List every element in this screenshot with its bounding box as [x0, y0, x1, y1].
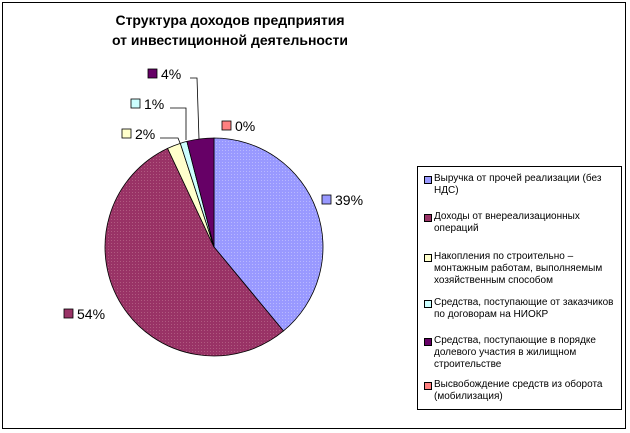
- legend-swatch-4: [424, 300, 432, 308]
- pie-slice-1: [213, 137, 324, 332]
- chart-title-line-2: от инвестиционной деятельности: [111, 32, 349, 48]
- legend-label-3: Накопления по строительно – монтажным ра…: [434, 251, 603, 286]
- legend-label-2: Доходы от внереализационных операций: [434, 211, 580, 234]
- pie-slice-5: [186, 137, 215, 248]
- legend-swatch-3: [424, 254, 432, 262]
- legend-label-6: Высвобождение средств из оборота (мобили…: [434, 379, 603, 402]
- chart-legend: Выручка от прочей реализации (без НДС) До…: [417, 166, 622, 410]
- legend-swatch-5: [424, 338, 432, 346]
- legend-swatch-6: [424, 382, 432, 390]
- legend-swatch-2: [424, 214, 432, 222]
- legend-swatch-1: [424, 176, 432, 184]
- data-label-swatch-2: [63, 308, 74, 319]
- pie-slice-2: [104, 147, 285, 357]
- data-label-2: 54%: [77, 306, 105, 322]
- data-label-swatch-4: [130, 98, 141, 109]
- data-label-3: 2%: [135, 126, 155, 142]
- legend-label-1: Выручка от прочей реализации (без НДС): [434, 173, 602, 196]
- data-label-swatch-5: [147, 68, 158, 79]
- legend-label-4: Средства, поступающие от заказчиков по д…: [434, 297, 614, 320]
- data-label-1: 39%: [335, 192, 363, 208]
- data-label-swatch-1: [321, 194, 332, 205]
- chart-title: Структура доходов предприятия от инвести…: [80, 10, 380, 50]
- legend-label-5: Средства, поступающие в порядке долевого…: [434, 335, 596, 370]
- chart-title-line-1: Структура доходов предприятия: [115, 12, 345, 28]
- data-label-6: 0%: [235, 118, 255, 134]
- data-label-swatch-6: [221, 120, 232, 131]
- leader-line-3: [160, 137, 181, 144]
- data-label-4: 1%: [144, 96, 164, 112]
- leader-line-4: [170, 107, 187, 140]
- leader-line-5: [190, 77, 200, 140]
- data-label-5: 4%: [161, 66, 181, 82]
- data-label-swatch-3: [121, 128, 132, 139]
